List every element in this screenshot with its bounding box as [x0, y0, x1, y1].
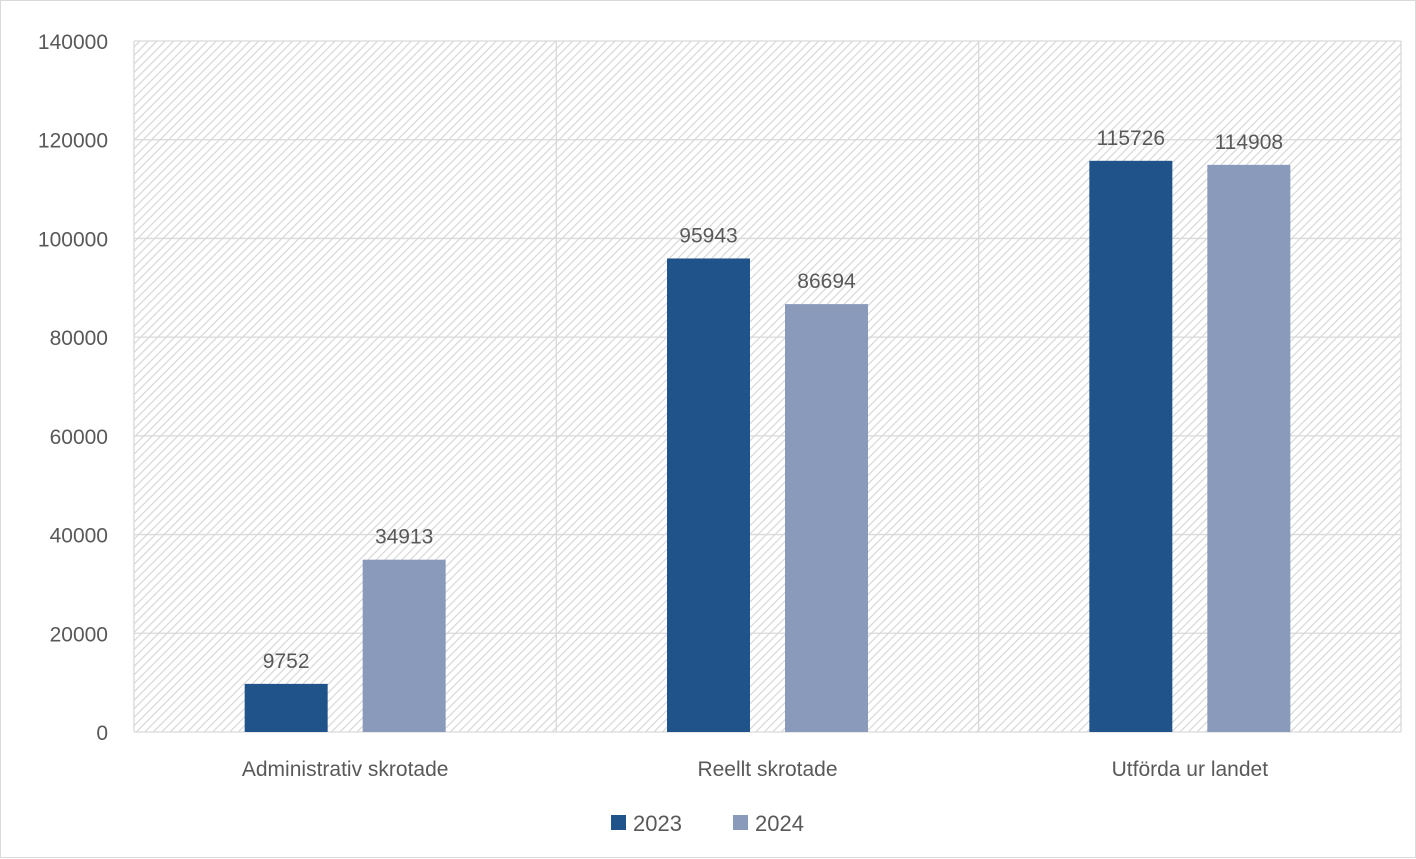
legend: 2023 2024 — [611, 811, 804, 836]
bar-2024 — [362, 559, 446, 732]
bar-2023 — [667, 258, 750, 732]
legend-swatch-2023 — [611, 815, 626, 830]
bars — [244, 160, 1291, 733]
x-category-label: Administrativ skrotade — [242, 758, 449, 781]
gridlines — [133, 40, 1402, 733]
bar-2023 — [1089, 160, 1173, 733]
y-tick-label: 80000 — [50, 327, 108, 350]
x-category-label: Utförda ur landet — [1112, 758, 1269, 781]
legend-swatch-2024 — [733, 815, 748, 830]
data-label: 9752 — [263, 650, 310, 673]
x-axis: Administrativ skrotade Reellt skrotade Utf… — [242, 758, 1268, 781]
data-label: 115726 — [1097, 127, 1166, 150]
plot-area — [134, 41, 1401, 732]
data-labels: 9752 34913 95943 86694 115726 114908 — [263, 127, 1283, 673]
bar-2024 — [1207, 164, 1291, 733]
y-tick-label: 0 — [96, 722, 108, 745]
bar-2024 — [785, 304, 868, 732]
y-tick-label: 100000 — [38, 228, 108, 251]
y-tick-label: 40000 — [50, 525, 108, 548]
data-label: 34913 — [375, 526, 433, 549]
legend-label: 2024 — [755, 811, 804, 836]
x-category-label: Reellt skrotade — [697, 758, 837, 781]
data-label: 86694 — [797, 270, 856, 293]
data-label: 95943 — [679, 224, 737, 247]
data-label: 114908 — [1215, 131, 1284, 154]
legend-label: 2023 — [633, 811, 682, 836]
bar-2023 — [244, 683, 328, 732]
y-axis: 0 20000 40000 60000 80000 100000 120000 140000 — [38, 31, 108, 745]
y-tick-label: 20000 — [50, 623, 108, 646]
y-tick-label: 60000 — [50, 426, 108, 449]
y-tick-label: 140000 — [38, 31, 108, 54]
y-tick-label: 120000 — [38, 130, 108, 153]
